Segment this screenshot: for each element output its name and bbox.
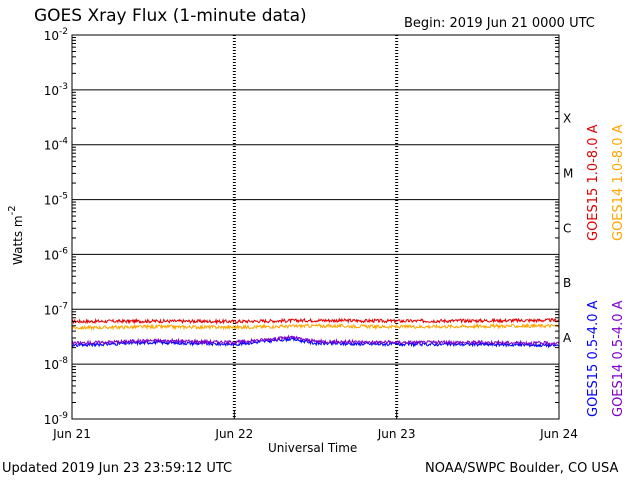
x-axis-label: Universal Time: [268, 441, 358, 455]
y-axis-label: Watts m-2: [7, 205, 25, 265]
series-line: [71, 334, 560, 347]
series-layer: [71, 317, 560, 349]
chart-title: GOES Xray Flux (1-minute data): [34, 6, 307, 26]
series-line: [71, 322, 560, 331]
y-tick-label: 10-5: [44, 192, 68, 208]
x-tick-label: Jun 22: [214, 427, 253, 441]
y-axis-title: Watts m-2: [7, 205, 25, 265]
legend-item: GOES14 0.5-4.0 A: [611, 300, 626, 417]
y-tick-label: 10-3: [44, 82, 68, 98]
legend-item: GOES14 1.0-8.0 A: [611, 124, 626, 241]
legend-item: GOES15 1.0-8.0 A: [586, 124, 601, 241]
flare-class-label: C: [563, 221, 571, 235]
flare-class-label: M: [563, 166, 573, 180]
legend-item: GOES15 0.5-4.0 A: [586, 300, 601, 417]
legend: GOES15 1.0-8.0 A GOES14 1.0-8.0 A GOES15 0…: [586, 124, 626, 417]
flare-class-label: A: [563, 331, 572, 345]
y-tick-label: 10-7: [44, 301, 68, 317]
plot-frame: [71, 34, 560, 420]
series-line: [71, 317, 560, 325]
y-tick-label: 10-8: [44, 356, 69, 372]
series-line: [72, 336, 560, 349]
begin-time-label: Begin: 2019 Jun 21 0000 UTC: [404, 16, 595, 31]
x-tick-label: Jun 21: [52, 427, 91, 441]
updated-timestamp: Updated 2019 Jun 23 23:59:12 UTC: [2, 461, 233, 476]
flare-class-label: B: [563, 276, 571, 290]
y-tick-label: 10-6: [44, 246, 69, 262]
credit-label: NOAA/SWPC Boulder, CO USA: [425, 461, 619, 476]
y-tick-label: 10-4: [44, 137, 69, 153]
y-tick-label: 10-2: [44, 27, 68, 43]
gridlines: [72, 34, 559, 420]
y-tick-label: 10-9: [44, 411, 69, 427]
flare-class-label: X: [563, 112, 571, 126]
x-tick-label: Jun 23: [377, 427, 416, 441]
x-tick-label: Jun 24: [539, 427, 578, 441]
